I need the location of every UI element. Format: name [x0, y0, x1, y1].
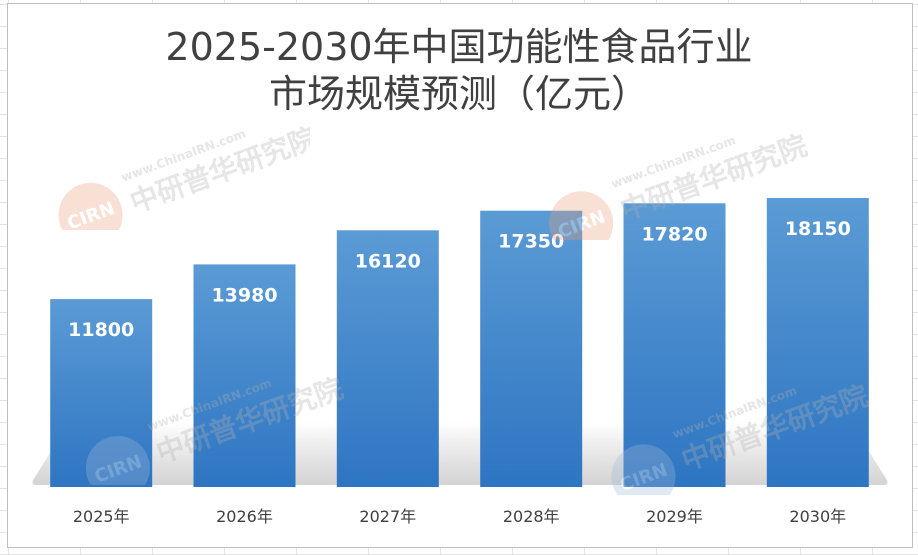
chart-title-line-1: 2025-2030年中国功能性食品行业	[165, 25, 753, 69]
bar-2028年[interactable]	[480, 210, 583, 487]
bar-2029年[interactable]	[623, 203, 726, 488]
data-label: 17820	[641, 223, 707, 245]
chart-title-line-2: 市场规模预测（亿元）	[268, 72, 649, 116]
bar-2027年[interactable]	[336, 230, 439, 488]
data-label: 17350	[498, 231, 564, 253]
data-label: 16120	[355, 250, 421, 272]
bar-2025年[interactable]	[50, 299, 153, 487]
x-tick-label: 2030年	[789, 507, 846, 526]
chart-area[interactable]	[7, 3, 913, 548]
x-tick-label: 2028年	[503, 507, 560, 526]
x-tick-label: 2027年	[359, 507, 416, 526]
x-tick-label: 2029年	[646, 507, 703, 526]
bars-group	[50, 198, 869, 488]
x-axis-tick-labels: 2025年 2026年 2027年 2028年 2029年 2030年	[73, 507, 846, 526]
data-label: 13980	[211, 284, 277, 306]
data-label: 11800	[68, 319, 134, 341]
data-label: 18150	[785, 218, 851, 240]
bar-2030年[interactable]	[766, 198, 869, 487]
chart-title: 2025-2030年中国功能性食品行业 市场规模预测（亿元）	[0, 24, 918, 118]
data-labels-group: 11800 13980 16120 17350 17820 18150	[68, 218, 851, 341]
x-tick-label: 2025年	[73, 507, 130, 526]
x-tick-label: 2026年	[216, 507, 273, 526]
bar-2026年[interactable]	[193, 264, 296, 487]
